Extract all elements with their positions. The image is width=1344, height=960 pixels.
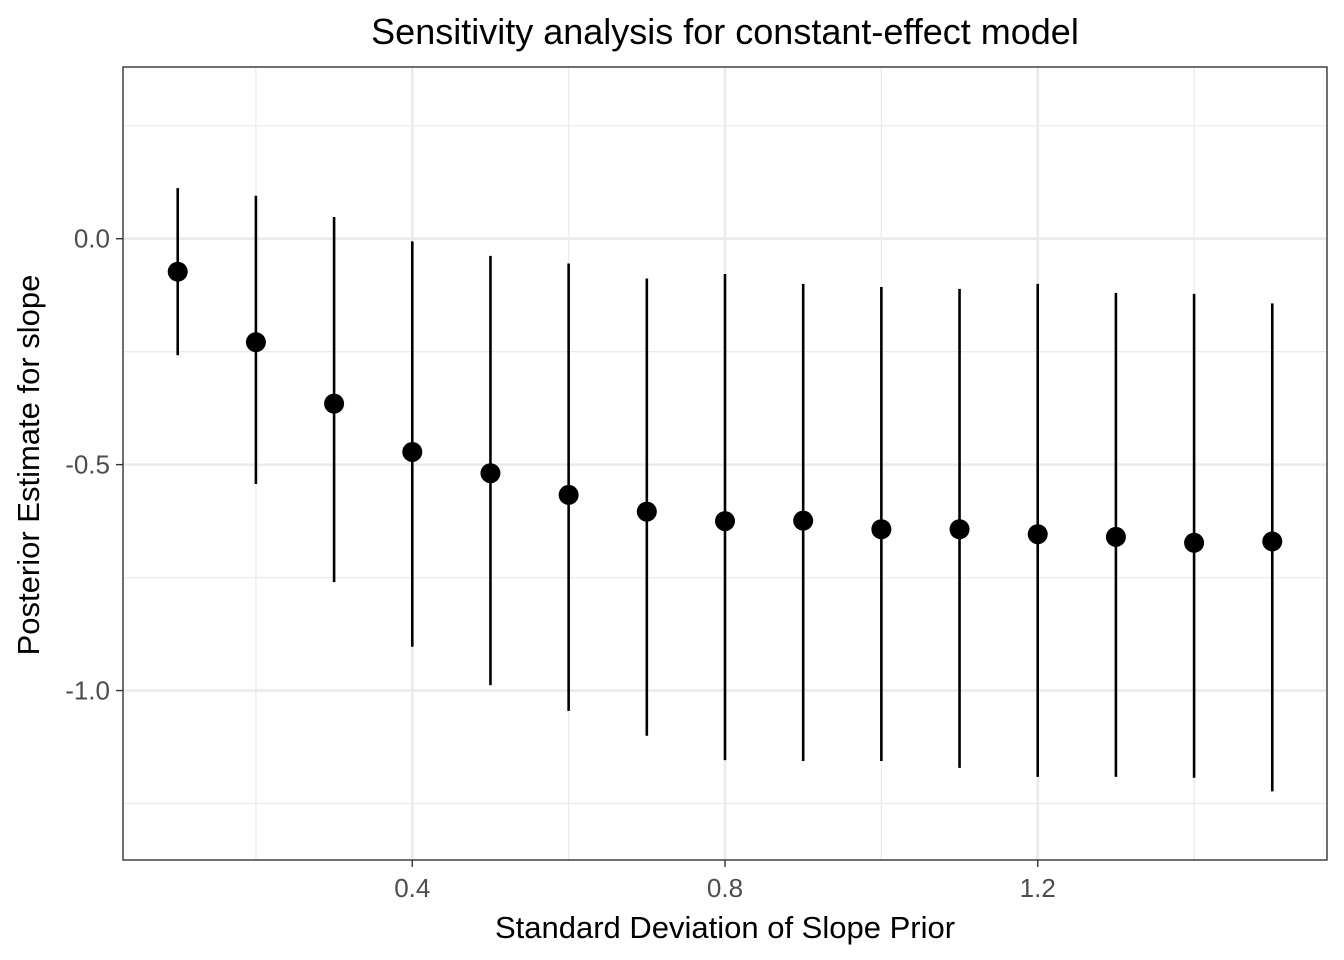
data-point xyxy=(402,441,423,462)
data-point xyxy=(245,332,266,353)
error-bars xyxy=(176,188,1274,792)
data-point xyxy=(167,261,188,282)
data-point xyxy=(793,510,814,531)
y-axis: 0.0 -0.5 -1.0 xyxy=(65,224,123,706)
y-tick-label: 0.0 xyxy=(74,224,110,254)
x-axis: 0.4 0.8 1.2 xyxy=(394,860,1056,903)
y-tick-label: -0.5 xyxy=(65,450,110,480)
data-point xyxy=(558,484,579,505)
chart-title: Sensitivity analysis for constant-effect… xyxy=(371,11,1079,52)
x-tick-label: 0.4 xyxy=(394,873,430,903)
data-point xyxy=(636,501,657,522)
data-point xyxy=(1184,532,1205,553)
x-tick-label: 0.8 xyxy=(707,873,743,903)
data-point xyxy=(949,519,970,540)
data-point xyxy=(324,393,345,414)
y-tick-label: -1.0 xyxy=(65,676,110,706)
y-axis-title: Posterior Estimate for slope xyxy=(11,275,46,656)
data-point xyxy=(1027,524,1048,545)
data-point xyxy=(480,463,501,484)
data-point xyxy=(715,511,735,532)
data-points xyxy=(167,261,1283,553)
data-point xyxy=(1262,531,1283,552)
x-tick-label: 1.2 xyxy=(1020,873,1056,903)
data-point xyxy=(1105,526,1126,547)
data-point xyxy=(871,519,892,540)
x-axis-title: Standard Deviation of Slope Prior xyxy=(495,910,955,945)
